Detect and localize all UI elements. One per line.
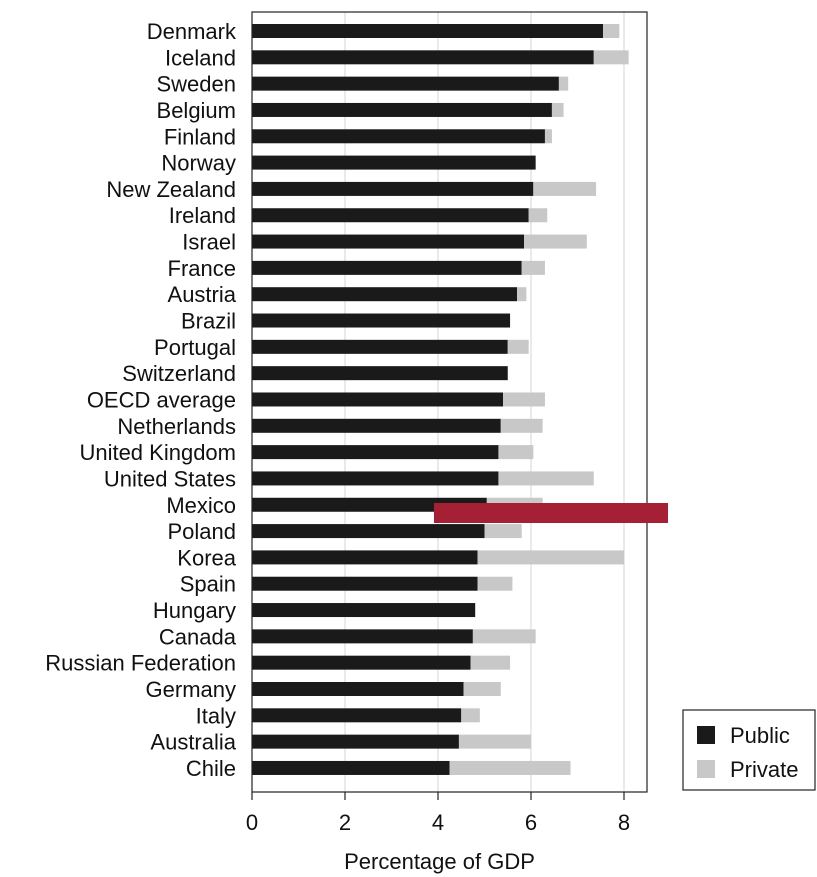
bar-private-20 <box>477 550 624 565</box>
x-tick-label-0: 0 <box>246 810 258 835</box>
bar-private-26 <box>461 708 480 723</box>
bar-public-2 <box>252 76 559 91</box>
category-label-9: France <box>168 256 236 281</box>
category-label-3: Belgium <box>157 98 236 123</box>
legend: Public Private <box>682 709 816 791</box>
category-label-4: Finland <box>164 124 236 149</box>
bar-private-3 <box>551 102 564 117</box>
bar-public-8 <box>252 234 525 249</box>
bar-private-1 <box>593 50 629 65</box>
bar-private-7 <box>528 208 548 223</box>
bar-public-12 <box>252 339 508 354</box>
category-label-1: Iceland <box>165 45 236 70</box>
x-tick-label-8: 8 <box>618 810 630 835</box>
bar-public-1 <box>252 50 594 65</box>
bar-private-14 <box>503 392 545 407</box>
bar-public-24 <box>252 655 471 670</box>
bar-private-27 <box>458 734 531 749</box>
category-label-27: Australia <box>150 730 236 755</box>
bar-public-27 <box>252 734 459 749</box>
bar-public-21 <box>252 576 478 591</box>
bar-public-26 <box>252 708 462 723</box>
x-axis-ticks: 0 2 4 6 8 <box>246 792 630 835</box>
bar-private-4 <box>544 129 552 144</box>
category-label-8: Israel <box>182 230 236 255</box>
category-label-14: OECD average <box>87 387 236 412</box>
bar-private-15 <box>500 418 543 433</box>
bar-public-25 <box>252 682 464 696</box>
bars-layer <box>252 24 629 775</box>
category-label-6: New Zealand <box>106 177 236 202</box>
bar-public-23 <box>252 629 473 644</box>
legend-swatch-public <box>697 726 715 744</box>
bar-private-16 <box>498 445 534 460</box>
category-label-12: Portugal <box>154 335 236 360</box>
x-tick-label-2: 2 <box>339 810 351 835</box>
legend-label-private: Private <box>730 757 798 782</box>
bar-public-16 <box>252 445 499 460</box>
x-tick-label-6: 6 <box>525 810 537 835</box>
category-label-10: Austria <box>168 282 237 307</box>
bar-public-3 <box>252 102 552 117</box>
bar-public-13 <box>252 366 508 381</box>
bar-private-9 <box>521 260 545 275</box>
category-label-5: Norway <box>161 151 236 176</box>
bar-public-28 <box>252 760 450 775</box>
bar-private-21 <box>477 576 513 591</box>
bar-private-25 <box>463 682 501 696</box>
bar-private-17 <box>498 471 594 486</box>
category-label-24: Russian Federation <box>45 651 236 676</box>
bar-public-11 <box>252 313 511 328</box>
category-label-11: Brazil <box>181 309 236 334</box>
bar-private-2 <box>558 76 569 91</box>
category-label-25: Germany <box>146 677 236 702</box>
category-label-23: Canada <box>159 624 237 649</box>
highlight-bar <box>434 503 668 523</box>
bar-public-14 <box>252 392 504 407</box>
bar-private-10 <box>517 287 527 302</box>
category-label-19: Poland <box>167 519 236 544</box>
category-label-22: Hungary <box>153 598 236 623</box>
category-label-26: Italy <box>196 703 236 728</box>
bar-public-19 <box>252 524 485 539</box>
bar-private-23 <box>472 629 536 644</box>
bar-private-8 <box>524 234 587 249</box>
bar-private-0 <box>603 24 620 38</box>
bar-public-22 <box>252 603 476 618</box>
legend-label-public: Public <box>730 723 790 748</box>
category-label-16: United Kingdom <box>79 440 236 465</box>
bar-public-10 <box>252 287 518 302</box>
category-label-13: Switzerland <box>122 361 236 386</box>
bar-public-15 <box>252 418 501 433</box>
category-label-17: United States <box>104 466 236 491</box>
bar-private-19 <box>484 524 522 539</box>
category-labels: DenmarkIcelandSwedenBelgiumFinlandNorway… <box>45 19 237 781</box>
legend-swatch-private <box>697 760 715 778</box>
bar-private-28 <box>449 760 571 775</box>
category-label-0: Denmark <box>147 19 237 44</box>
bar-public-18 <box>252 497 487 512</box>
category-label-28: Chile <box>186 756 236 781</box>
bar-public-6 <box>252 181 534 196</box>
bar-public-0 <box>252 24 604 38</box>
bar-public-9 <box>252 260 522 275</box>
category-label-2: Sweden <box>156 72 236 97</box>
category-label-21: Spain <box>180 572 236 597</box>
bar-private-12 <box>507 339 529 354</box>
bar-public-4 <box>252 129 545 144</box>
x-tick-label-4: 4 <box>432 810 444 835</box>
category-label-7: Ireland <box>169 203 236 228</box>
bar-public-20 <box>252 550 478 565</box>
bar-public-5 <box>252 155 536 170</box>
plot-frame <box>251 11 648 793</box>
category-label-15: Netherlands <box>117 414 236 439</box>
bar-public-7 <box>252 208 529 223</box>
bar-public-17 <box>252 471 499 486</box>
category-label-18: Mexico <box>166 493 236 518</box>
x-axis-title: Percentage of GDP <box>344 849 535 874</box>
bar-private-6 <box>533 181 597 196</box>
bar-private-24 <box>470 655 511 670</box>
category-label-20: Korea <box>177 545 236 570</box>
